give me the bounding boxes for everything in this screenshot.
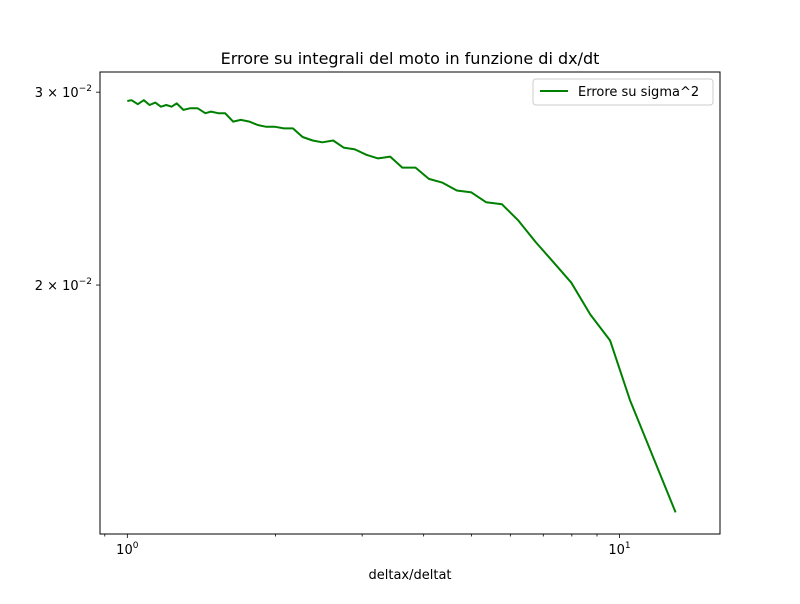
legend: Errore su sigma^2 [532,78,714,106]
series-layer [127,99,677,513]
chart-title: Errore su integrali del moto in funzione… [221,49,600,68]
y-tick-label: 3 × 10−2 [35,84,92,101]
plot-frame [99,71,721,535]
legend-box [532,78,714,106]
y-tick-label: 2 × 10−2 [35,277,92,294]
x-tick-label: 101 [608,541,630,558]
x-tick-label: 100 [116,541,139,558]
major-ticks: 100 101 3 × 10−2 2 × 10−2 [35,84,631,558]
series-line [127,99,677,513]
legend-entry-label: Errore su sigma^2 [578,85,699,100]
x-axis-label: deltax/deltat [368,568,451,583]
